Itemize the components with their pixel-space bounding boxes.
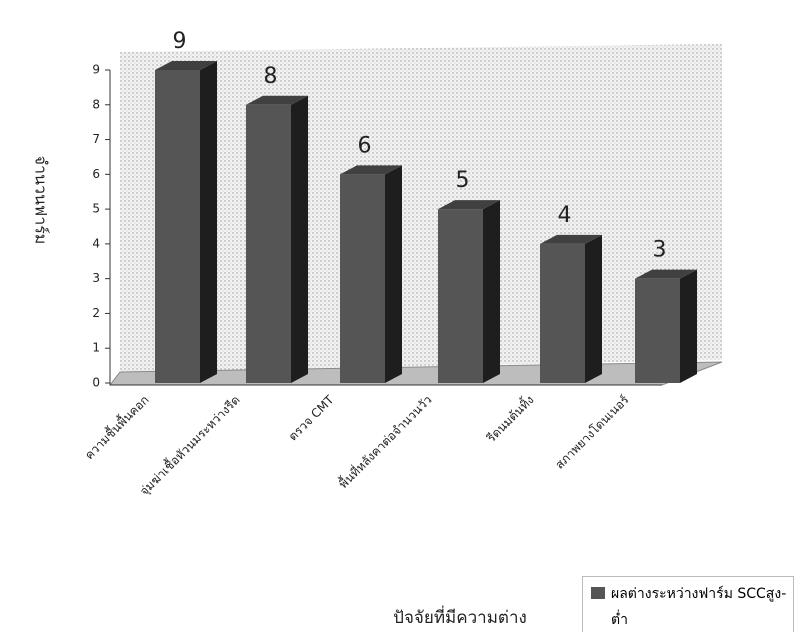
value-label: 6: [358, 133, 372, 158]
bar: [540, 244, 585, 383]
bar: [635, 279, 680, 383]
y-tick-label: 4: [92, 236, 100, 250]
bar-side: [291, 96, 308, 383]
x-tick-label: ตรวจ CMT: [286, 392, 337, 443]
legend: ผลต่างระหว่างฟาร์ม SCCสูง-ต่ำ: [582, 576, 794, 632]
x-tick-label: สภาพยางโดนเนอร์: [552, 392, 632, 472]
y-axis-title: จำนวนฟาร์ม: [32, 156, 51, 245]
bar-side: [483, 200, 500, 383]
y-tick-label: 0: [92, 376, 100, 390]
y-tick-label: 5: [92, 202, 100, 216]
bar-side: [200, 61, 217, 383]
value-label: 8: [264, 64, 278, 89]
y-tick-label: 1: [92, 341, 100, 355]
y-tick-label: 7: [92, 132, 100, 146]
x-tick-label: ความชื้นพื้นคอก: [81, 391, 152, 462]
bar: [438, 209, 483, 383]
x-tick-label: พื้นที่หลังคาต่อจำนวนวัว: [335, 391, 435, 491]
bar: [155, 70, 200, 383]
value-label: 9: [173, 29, 187, 54]
bar: [246, 105, 291, 383]
x-tick-label: รีดนมต้นทิ้ง: [482, 391, 536, 445]
chart: จำนวนฟาร์ม ปัจจัยที่มีความต่าง 0 1 2 3 4 5 6 7 8…: [0, 0, 808, 632]
value-label: 3: [653, 238, 667, 263]
page: จำนวนฟาร์ม ปัจจัยที่มีความต่าง 0 1 2 3 4 5 6 7 8…: [0, 0, 808, 632]
y-tick-label: 2: [92, 306, 100, 320]
y-tick-label: 3: [92, 271, 100, 285]
x-tick-label: จุ่มฆ่าเชื้อหัวนมระหว่างรีด: [136, 391, 244, 499]
value-label: 4: [558, 203, 572, 228]
legend-swatch: [591, 587, 605, 599]
y-tick-label: 8: [92, 97, 100, 111]
value-label: 5: [456, 168, 470, 193]
y-tick-label: 9: [92, 63, 100, 77]
x-axis-title: ปัจจัยที่มีความต่าง: [393, 605, 527, 628]
legend-label: ผลต่างระหว่างฟาร์ม SCCสูง-ต่ำ: [611, 586, 786, 628]
bar-side: [680, 270, 697, 383]
bar-side: [385, 165, 402, 383]
bar-side: [585, 235, 602, 383]
bar: [340, 174, 385, 383]
y-tick-label: 6: [92, 167, 100, 181]
